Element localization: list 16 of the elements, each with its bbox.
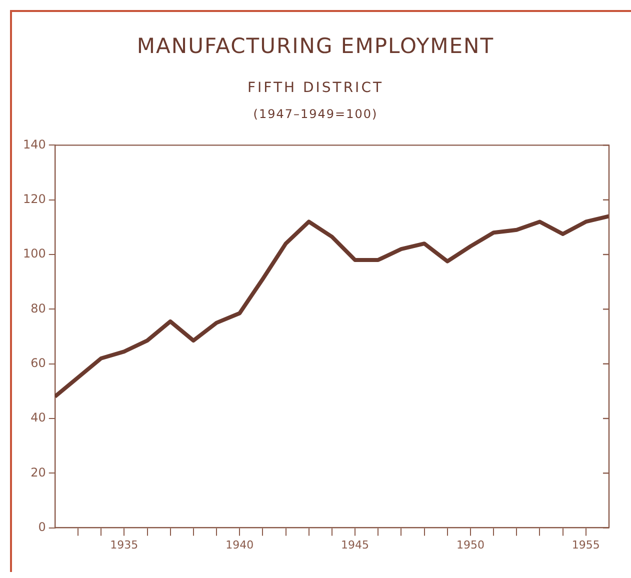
chart-title: MANUFACTURING EMPLOYMENT: [136, 34, 496, 58]
y-tick-label: 100: [23, 246, 46, 261]
y-tick-label: 0: [38, 520, 46, 534]
x-tick-label: 1935: [110, 538, 138, 552]
chart-subtitle: FIFTH DISTRICT: [246, 80, 385, 96]
x-tick-label: 1945: [341, 538, 370, 552]
x-tick-label: 1940: [226, 538, 254, 552]
x-tick-label: 1950: [456, 538, 484, 552]
y-tick-label: 60: [30, 356, 46, 370]
x-tick-label: 1955: [572, 538, 600, 552]
y-tick-label: 140: [23, 137, 46, 152]
y-tick-label: 40: [30, 410, 46, 425]
y-tick-label: 20: [30, 465, 46, 480]
y-tick-label: 80: [30, 301, 46, 316]
text: (1947–1949=100): [252, 107, 379, 121]
y-tick-label: 120: [23, 192, 46, 206]
